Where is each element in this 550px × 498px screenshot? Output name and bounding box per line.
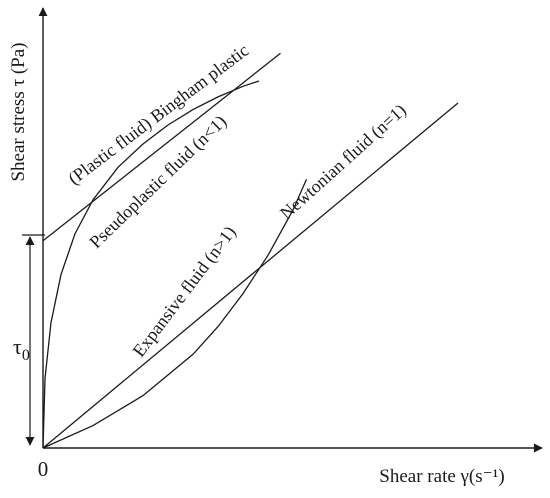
x-axis-label: Shear rate γ(s⁻¹)	[379, 466, 504, 487]
tau0-subscript: 0	[22, 347, 30, 364]
annotation-newtonian-fluid: Newtonian fluid (n=1)	[276, 100, 411, 224]
series-line-bingham-plastic	[42, 52, 281, 242]
series-line-newtonian-fluid	[42, 102, 459, 449]
annotation-expansive-fluid: Expansive fluid (n>1)	[129, 222, 241, 361]
y-axis-label: Shear stress τ (Pa)	[8, 42, 29, 181]
tau0-symbol: τ	[13, 334, 22, 359]
tau0-label: τ0	[13, 334, 30, 364]
origin-label: 0	[38, 457, 49, 481]
series-line-pseudoplastic-fluid	[42, 80, 260, 449]
series-line-expansive-fluid	[42, 178, 308, 449]
